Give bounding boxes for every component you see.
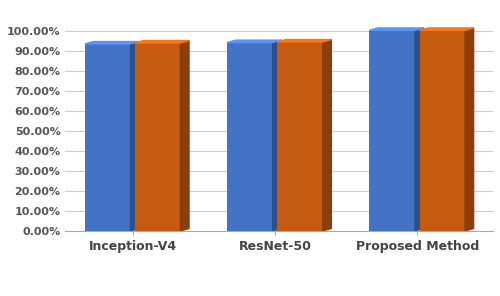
Bar xyxy=(420,30,465,231)
Bar xyxy=(227,43,272,231)
Polygon shape xyxy=(415,28,424,231)
Polygon shape xyxy=(272,40,281,231)
Polygon shape xyxy=(370,28,424,30)
Polygon shape xyxy=(180,41,189,231)
Polygon shape xyxy=(227,40,281,43)
Bar xyxy=(85,44,130,231)
Bar xyxy=(370,30,415,231)
Polygon shape xyxy=(323,40,332,231)
Polygon shape xyxy=(278,40,332,42)
Polygon shape xyxy=(130,41,139,231)
Bar xyxy=(278,42,323,231)
Polygon shape xyxy=(465,28,473,231)
Polygon shape xyxy=(420,28,474,30)
Bar xyxy=(135,43,180,231)
Polygon shape xyxy=(135,41,189,43)
Polygon shape xyxy=(85,41,139,44)
